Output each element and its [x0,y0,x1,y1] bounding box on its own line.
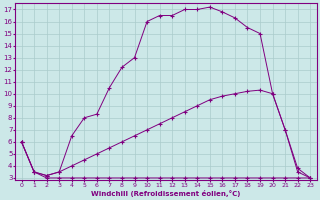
X-axis label: Windchill (Refroidissement éolien,°C): Windchill (Refroidissement éolien,°C) [91,190,241,197]
